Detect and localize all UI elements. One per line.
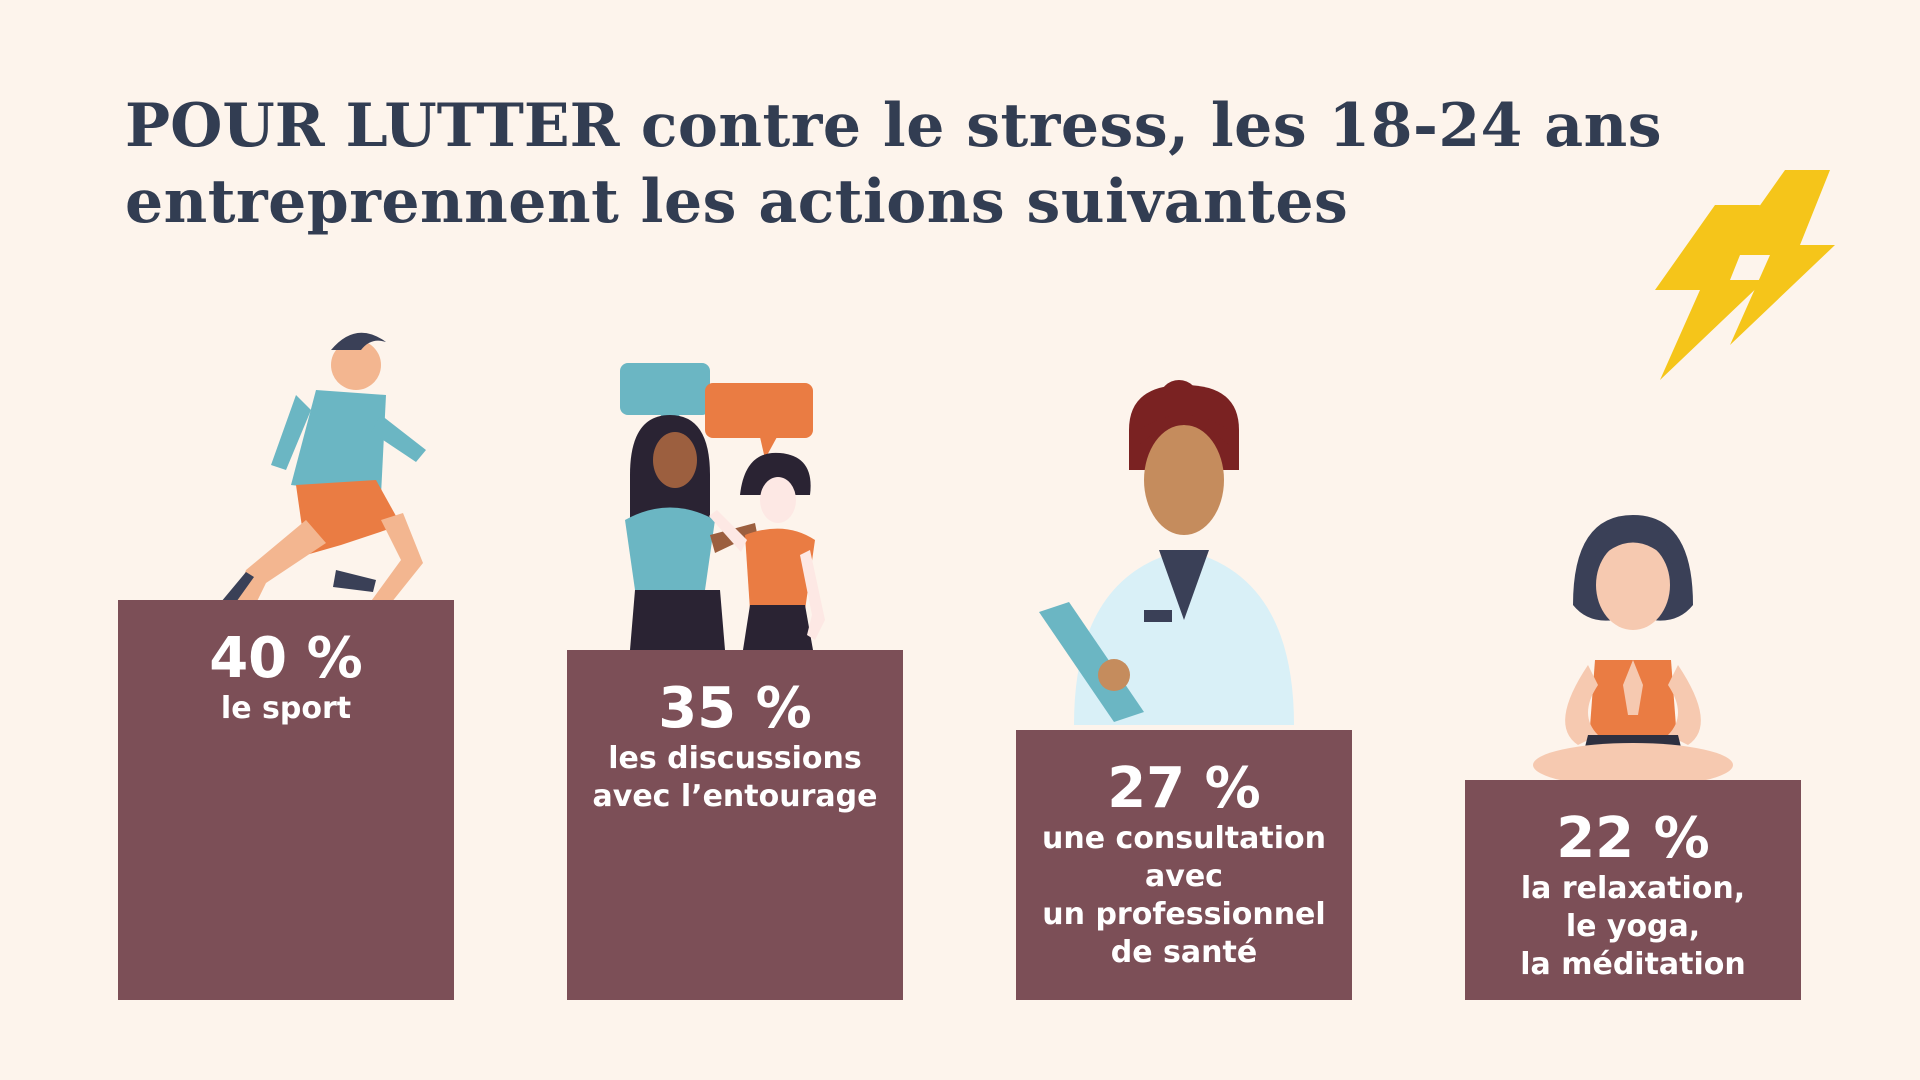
meditation-illustration	[1533, 515, 1733, 787]
category-label-4-line-3: la méditation	[1520, 947, 1746, 982]
runner-illustration	[221, 332, 426, 628]
value-label-2: 35 %	[658, 676, 812, 741]
bars-layer	[118, 600, 1801, 1000]
bar-3	[1016, 730, 1352, 1000]
lightning-bolt-right	[1725, 170, 1835, 345]
value-label-3: 27 %	[1107, 756, 1261, 821]
category-label-4-line-2: le yoga,	[1566, 909, 1700, 944]
doctor-illustration	[1039, 380, 1294, 725]
title-line-1-rest: contre le stress, les 18-24 ans	[619, 91, 1663, 161]
category-label-3-line-2: avec	[1145, 859, 1223, 894]
lightning-icon	[1655, 170, 1835, 380]
category-label-2-line-2: avec l’entourage	[593, 779, 878, 814]
category-label-3-line-3: un professionnel	[1042, 897, 1325, 932]
bar-2	[567, 650, 903, 1000]
category-label-3-line-4: de santé	[1111, 935, 1257, 970]
bar-4	[1465, 780, 1801, 1000]
conversation-illustration	[620, 363, 825, 650]
category-label-3-line-1: une consultation	[1042, 821, 1326, 856]
category-label-2-line-1: les discussions	[608, 741, 862, 776]
bar-1	[118, 600, 454, 1000]
illustrations-layer	[221, 332, 1733, 787]
title-line-1: POUR LUTTER contre le stress, les 18-24 …	[125, 88, 1765, 164]
category-label-1-line-1: le sport	[221, 691, 351, 726]
value-label-4: 22 %	[1556, 806, 1710, 871]
title-line-2: entreprennent les actions suivantes	[125, 167, 1349, 237]
value-label-1: 40 %	[209, 626, 363, 691]
title-emphasis: POUR LUTTER	[125, 91, 620, 161]
chart-title: POUR LUTTER contre le stress, les 18-24 …	[125, 88, 1765, 240]
category-label-4-line-1: la relaxation,	[1521, 871, 1745, 906]
